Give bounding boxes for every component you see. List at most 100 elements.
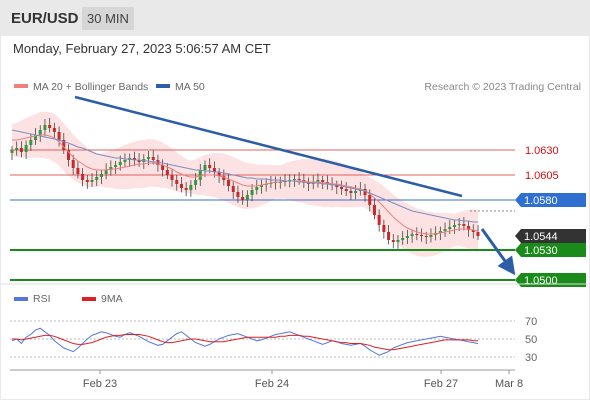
- level-label: 1.0500: [524, 275, 558, 287]
- candle-body: [241, 197, 245, 200]
- legend-swatch: [156, 84, 170, 88]
- candle-body: [405, 236, 409, 238]
- candle-body: [250, 190, 254, 195]
- candle-body: [151, 157, 155, 160]
- candle-body: [208, 165, 212, 168]
- x-tick-label: Feb 23: [83, 378, 117, 390]
- candle-body: [62, 140, 66, 150]
- level-label: 1.0630: [525, 145, 559, 157]
- candle-body: [335, 185, 339, 187]
- candle-body: [382, 225, 386, 232]
- candle-body: [19, 148, 23, 152]
- forecast-arrow: [480, 228, 516, 276]
- candle-body: [85, 180, 89, 182]
- candle-body: [24, 145, 28, 152]
- candle-body: [391, 240, 395, 242]
- datetime-label: Monday, February 27, 2023 5:06:57 AM CET: [13, 41, 271, 56]
- candle-body: [118, 162, 122, 165]
- candle-body: [132, 158, 136, 160]
- candle-body: [387, 232, 391, 240]
- candle-body: [95, 177, 99, 180]
- candle-body: [212, 168, 216, 172]
- rsi-legend-label: 9MA: [101, 293, 123, 305]
- candle-body: [175, 180, 179, 184]
- top-bar: EUR/USD 30 MIN: [0, 0, 590, 36]
- candle-body: [259, 185, 263, 187]
- candle-body: [349, 191, 353, 193]
- candle-body: [396, 240, 400, 242]
- candle-body: [198, 170, 202, 180]
- candle-body: [368, 195, 372, 205]
- legend-label: MA 50: [175, 81, 205, 93]
- x-tick-label: Mar 8: [495, 378, 523, 390]
- candle-body: [43, 125, 47, 130]
- candle-body: [161, 165, 165, 170]
- candle-body: [34, 135, 38, 140]
- candle-body: [448, 227, 452, 229]
- candle-body: [189, 185, 193, 190]
- rsi-line: [11, 327, 479, 356]
- source-credit: Research © 2023 Trading Central: [424, 81, 581, 93]
- candle-body: [236, 192, 240, 197]
- candle-body: [429, 235, 433, 237]
- candle-body: [123, 160, 127, 162]
- candle-body: [71, 160, 75, 168]
- level-tag: [515, 193, 586, 207]
- candle-body: [104, 170, 108, 174]
- timeframe-button[interactable]: 30 MIN: [82, 7, 134, 30]
- candle-body: [99, 174, 103, 177]
- candle-body: [179, 184, 183, 188]
- candle-body: [377, 215, 381, 225]
- candle-body: [76, 168, 80, 174]
- candle-body: [184, 188, 188, 190]
- candle-body: [217, 172, 221, 176]
- candle-body: [90, 180, 94, 182]
- level-tag: [515, 243, 586, 257]
- candle-body: [457, 224, 461, 225]
- rsi-tick-label: 50: [525, 334, 537, 346]
- candle-body: [316, 180, 320, 182]
- candle-body: [471, 230, 475, 232]
- ma50-line: [11, 129, 478, 223]
- candle-body: [462, 224, 466, 226]
- candle-body: [354, 191, 358, 193]
- level-label: 1.0580: [524, 195, 558, 207]
- trendline: [74, 95, 463, 198]
- candle-body: [321, 180, 325, 182]
- x-tick-label: Feb 24: [255, 378, 289, 390]
- candle-body: [363, 189, 367, 195]
- candle-body: [194, 180, 198, 185]
- level-tag: [515, 229, 586, 243]
- x-tick-label: Feb 27: [424, 378, 458, 390]
- level-label: 1.0544: [524, 231, 558, 243]
- candle-body: [292, 179, 296, 180]
- rsi-legend-swatch: [82, 297, 96, 301]
- candle-body: [29, 140, 33, 145]
- candle-body: [147, 157, 151, 159]
- candle-body: [57, 132, 61, 140]
- candle-body: [245, 195, 249, 200]
- rsi-legend-swatch: [14, 297, 28, 301]
- candle-body: [38, 130, 42, 135]
- pair-title: EUR/USD: [11, 10, 79, 27]
- ma20-line: [12, 134, 479, 235]
- candle-body: [114, 165, 118, 167]
- candle-body: [170, 175, 174, 180]
- candle-body: [52, 128, 56, 132]
- candle-body: [443, 229, 447, 231]
- rsi-tick-label: 30: [525, 352, 537, 364]
- candle-body: [48, 125, 52, 128]
- legend-label: MA 20 + Bollinger Bands: [33, 81, 148, 93]
- rsi-tick-label: 70: [525, 316, 537, 328]
- candle-body: [231, 186, 235, 192]
- level-label: 1.0605: [525, 170, 559, 182]
- level-label: 1.0530: [524, 245, 558, 257]
- candle-body: [203, 165, 207, 170]
- candle-body: [424, 236, 428, 237]
- candle-body: [66, 150, 70, 160]
- candle-body: [137, 160, 141, 162]
- candle-body: [372, 205, 376, 215]
- candle-body: [438, 231, 442, 233]
- candle-body: [452, 225, 456, 227]
